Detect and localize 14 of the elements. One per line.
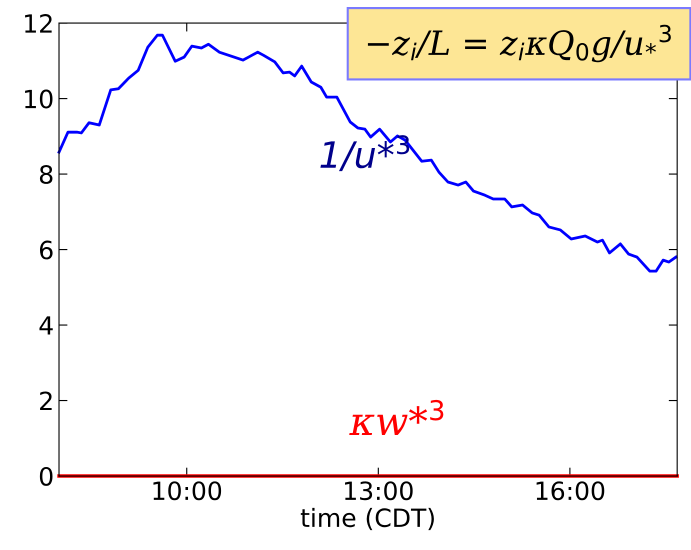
series-label: κw*$^{3}$ (349, 400, 444, 435)
y-tick-label: 6 (40, 240, 53, 260)
y-tick-label: 10 (25, 90, 52, 108)
x-tick-label: 16:00 (536, 481, 604, 500)
y-tick-label: 0 (40, 466, 52, 486)
x-axis-title: time (CDT) (300, 508, 434, 530)
y-tick-label: 8 (40, 165, 52, 184)
y-tick-label: 4 (39, 316, 53, 335)
y-tick-label: 2 (40, 391, 52, 410)
text: −z$_{i}$/L = z$_{i}$κQ$_{0}$g/u$_{*}$$^{3}$ (368, 24, 671, 62)
y-tick-label: 12 (25, 14, 52, 33)
x-tick-label: 13:00 (345, 481, 413, 500)
series-label: 1/u*$^{3}$ (320, 135, 410, 172)
x-tick-label: 10:00 (153, 481, 222, 500)
